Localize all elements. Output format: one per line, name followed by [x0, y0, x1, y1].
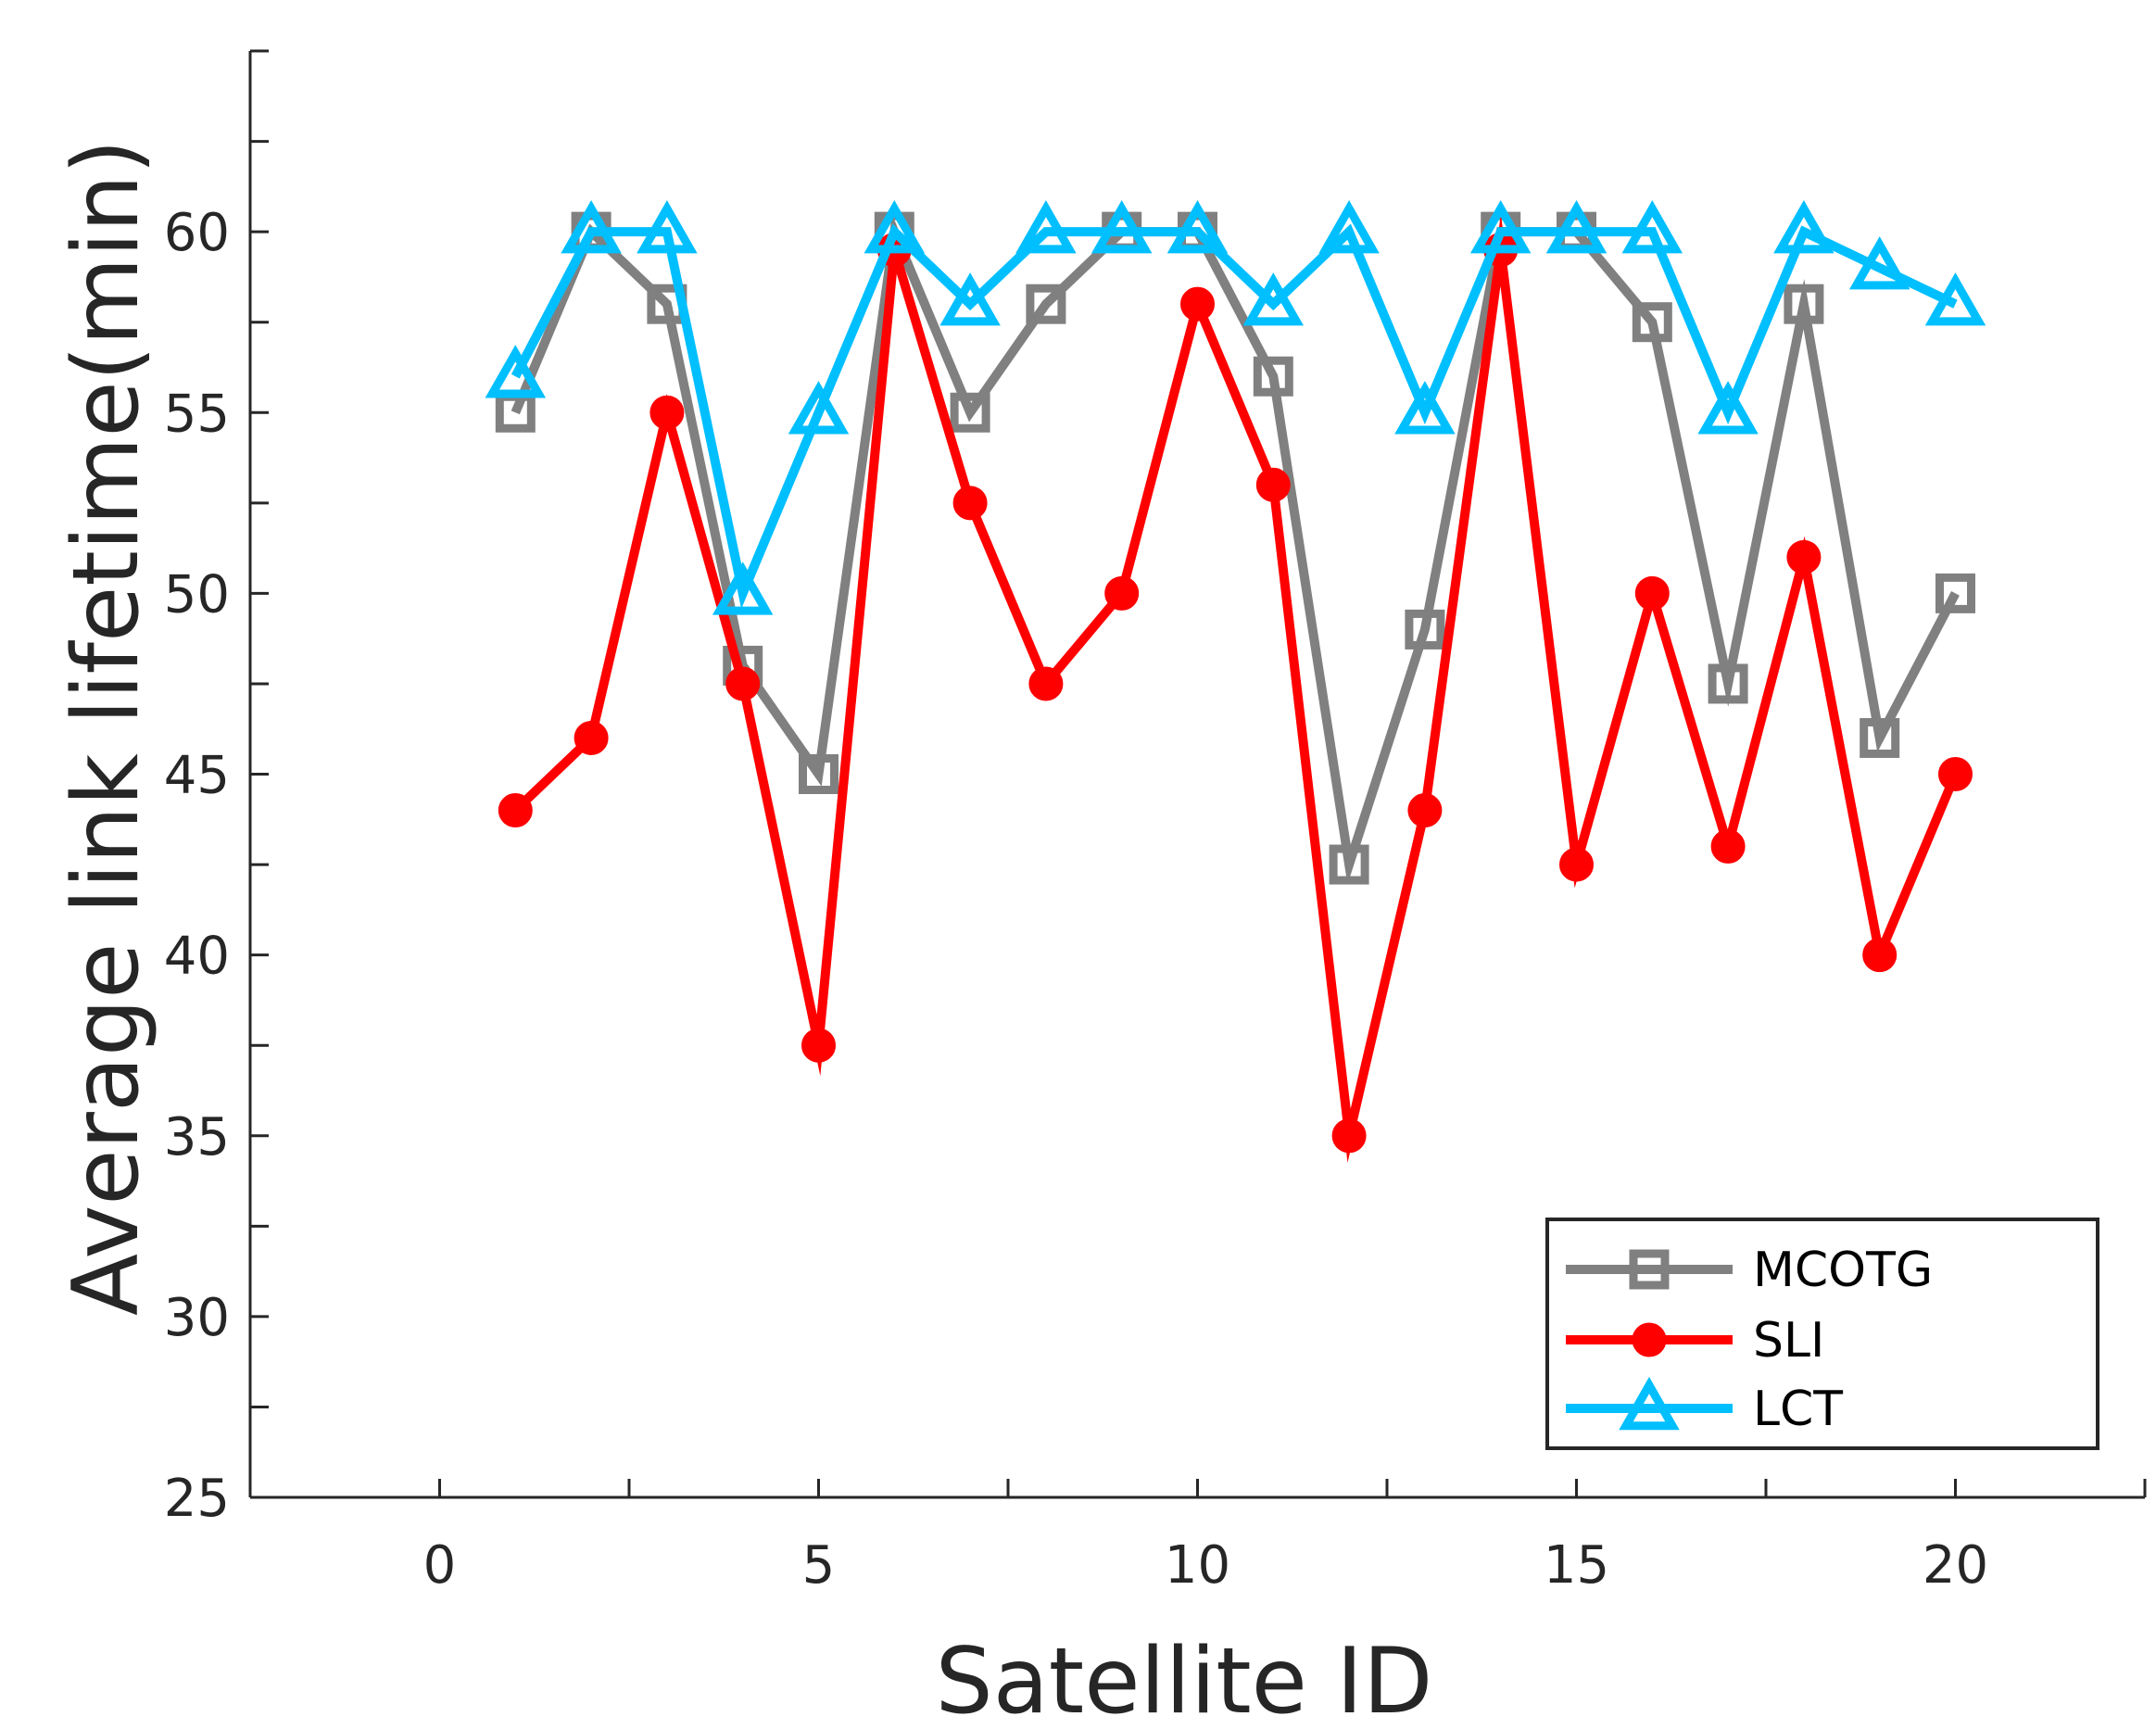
data-point-lct: [1848, 236, 1910, 290]
data-point-lct: [1924, 272, 1986, 326]
data-point-sli: [1862, 938, 1898, 973]
data-point-mcotg: [1253, 356, 1293, 397]
data-point-lct: [485, 345, 547, 398]
data-point-mcotg: [1860, 717, 1900, 758]
data-point-mcotg: [950, 392, 990, 433]
x-axis-title: Satellite ID: [936, 1629, 1433, 1729]
data-point-sli: [1331, 1118, 1367, 1154]
data-point-mcotg: [1708, 663, 1748, 704]
series-sli: [498, 213, 1973, 1163]
y-axis-title: Average link lifetime(min): [54, 139, 159, 1316]
legend-marker-lct: [1619, 1376, 1680, 1431]
data-point-mcotg: [1405, 609, 1445, 650]
data-point-mcotg: [1329, 844, 1369, 885]
data-point-lct: [1091, 200, 1153, 254]
legend-entry-mcotg: MCOTG: [1566, 1243, 1933, 1298]
series-layer: [485, 200, 1986, 1163]
data-point-lct: [939, 272, 1001, 326]
data-point-sli: [1407, 793, 1443, 828]
y-tick-label: 50: [164, 564, 230, 625]
data-point-lct: [1545, 200, 1608, 254]
data-point-sli: [1634, 575, 1670, 611]
legend-entry-sli: SLI: [1566, 1313, 1824, 1369]
y-tick-label: 40: [164, 927, 230, 987]
data-point-sli: [498, 793, 533, 828]
data-point-sli: [649, 395, 685, 430]
data-point-lct: [1621, 200, 1683, 254]
data-point-lct: [637, 200, 698, 254]
y-tick-label: 45: [164, 746, 230, 806]
data-point-lct: [1166, 200, 1229, 254]
data-point-mcotg: [1026, 284, 1066, 324]
series-line-sli: [511, 213, 1961, 1163]
x-tick-label: 0: [423, 1535, 457, 1596]
series-line-lct: [511, 223, 1958, 610]
data-point-sli: [725, 666, 761, 701]
data-point-lct: [561, 200, 622, 254]
data-point-lct: [788, 381, 850, 435]
data-point-sli: [1104, 575, 1140, 611]
data-point-sli: [1180, 286, 1215, 322]
data-point-sli: [574, 720, 609, 755]
data-point-lct: [1469, 200, 1532, 254]
data-point-lct: [1773, 200, 1834, 254]
series-lct: [485, 200, 1986, 615]
data-point-mcotg: [1632, 302, 1672, 343]
data-point-sli: [1710, 829, 1746, 864]
data-point-lct: [1697, 381, 1759, 435]
y-tick-label: 30: [164, 1288, 230, 1348]
data-point-mcotg: [799, 754, 838, 794]
data-point-lct: [1318, 200, 1380, 254]
data-point-sli: [801, 1028, 836, 1063]
data-point-mcotg: [1784, 284, 1824, 324]
data-point-lct: [864, 200, 926, 254]
legend: MCOTG SLI LCT: [1545, 1218, 2099, 1450]
y-tick-label: 60: [164, 203, 230, 263]
data-point-lct: [1015, 200, 1077, 254]
x-tick-label: 10: [1165, 1535, 1230, 1596]
data-point-sli: [1786, 539, 1822, 574]
data-point-lct: [1242, 272, 1305, 326]
y-tick-label: 35: [164, 1107, 230, 1167]
legend-entries: MCOTG SLI LCT: [1566, 1243, 1933, 1437]
data-point-sli: [1559, 847, 1594, 882]
y-tick-label: 25: [164, 1469, 230, 1529]
ticks: 25 30 35 40 45 50 55 60 0 5 10 15 20: [164, 49, 2147, 1596]
data-point-sli: [1255, 467, 1291, 502]
legend-marker-mcotg: [1629, 1249, 1670, 1290]
data-point-sli: [1938, 757, 1973, 791]
legend-label-lct: LCT: [1753, 1382, 1843, 1437]
data-point-lct: [712, 562, 774, 615]
series-mcotg: [495, 211, 1975, 885]
x-tick-label: 5: [802, 1535, 836, 1596]
y-tick-label: 55: [164, 384, 230, 444]
legend-marker-sli: [1632, 1322, 1667, 1357]
data-point-sli: [1028, 666, 1064, 701]
data-point-mcotg: [1935, 573, 1975, 613]
x-tick-label: 15: [1544, 1535, 1609, 1596]
data-point-lct: [1394, 381, 1456, 435]
legend-entry-lct: LCT: [1566, 1376, 1843, 1437]
legend-label-sli: SLI: [1753, 1313, 1824, 1369]
data-point-sli: [952, 486, 988, 521]
x-tick-label: 20: [1923, 1535, 1988, 1596]
legend-label-mcotg: MCOTG: [1753, 1243, 1933, 1298]
